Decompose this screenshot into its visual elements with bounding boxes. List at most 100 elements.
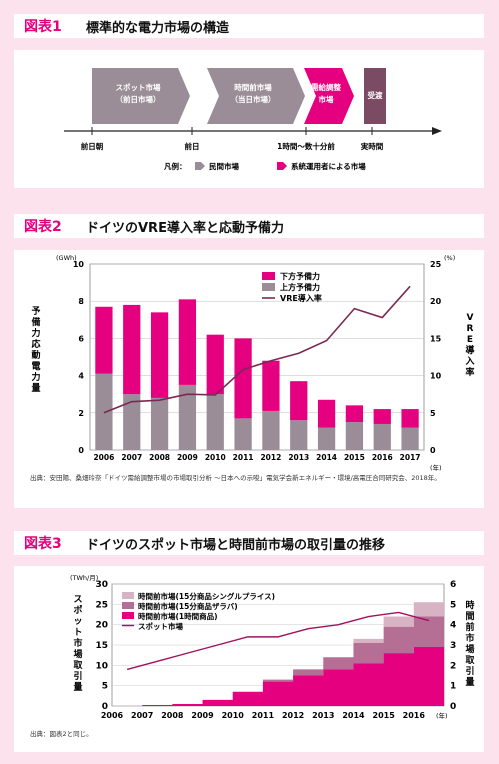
x-tick-label: 2013 [312,711,334,720]
bar-up-reserve [206,394,224,450]
y2-tick-label: 15 [430,334,442,343]
area-15min-zaraba [112,616,444,706]
y-axis-title-char: ト [73,627,82,638]
fig2-title: ドイツのVRE導入率と応動予備力 [86,220,284,236]
x-tick-label: 2011 [252,711,275,720]
bar-down-reserve [178,299,197,385]
x-tick-label: 2014 [316,453,337,462]
fig3-number: 図表3 [24,536,62,552]
y-axis-title-char: 電 [31,361,40,372]
x-tick-label: 2007 [131,711,153,720]
x-tick-label: 2006 [101,711,124,720]
y-axis-title-char: 引 [73,670,82,682]
y2-axis-title-char: 量 [465,676,474,688]
fig1-title: 標準的な電力市場の構造 [86,20,230,36]
legend-label: 上方予備力 [280,282,320,292]
y-axis-title-char: 応 [31,338,40,350]
x-unit: (年) [436,711,448,720]
y2-axis-title-char: R [467,324,474,334]
y-axis-title-char: ポ [73,604,82,616]
plot-area [89,263,425,451]
y2-tick-label: 2 [450,661,456,671]
x-tick-label: 2012 [282,711,304,720]
y-axis-title-char: ス [73,594,82,605]
y-tick-label: 15 [95,641,108,651]
market-block [207,68,305,124]
y2-tick-label: 0 [430,446,436,455]
fig2-panel: 0 2 4 6 8 10 0 5 10 15 20 25 (GWh) (%) 予備力応動電力量 V R E 導入率 2… [14,250,484,508]
fig3-header: 図表3 ドイツのスポット市場と時間前市場の取引量の推移 [14,531,484,555]
x-tick-label: 2013 [288,453,309,462]
market-block [364,68,386,124]
x-tick-label: 2010 [222,711,245,720]
legend-swatch [262,272,275,280]
bar-up-reserve [317,427,336,450]
x-unit: (年) [430,463,442,472]
legend-swatch [122,612,134,619]
y-tick-label: 25 [95,600,108,610]
bar-down-reserve [150,312,169,398]
legend-label: 下方予備力 [280,271,320,281]
timeline-label: 1時間～数十分前 [277,141,335,151]
market-block-sublabel: （前日市場） [116,94,161,104]
y-tick-label: 0 [78,446,84,455]
y2-tick-label: 25 [430,260,442,269]
fig1-number: 図表1 [24,19,62,35]
legend-label: 系統運用者による市場 [291,161,366,171]
y2-axis-title-char: 導 [465,344,474,356]
legend-label: VRE導入率 [280,293,322,303]
bar-down-reserve [401,409,419,428]
x-tick-label: 2010 [205,453,226,462]
fig2-number: 図表2 [24,219,62,235]
legend-label: 民間市場 [209,161,239,171]
bar-up-reserve [95,373,113,450]
bar-down-reserve [95,306,113,374]
y2-tick-label: 6 [450,580,456,590]
y-axis-title-char: 市 [73,637,82,649]
y2-axis-title-char: 市 [465,632,474,644]
market-block-label: 受渡 [368,90,383,100]
y2-tick-label: 0 [450,702,456,712]
fig3-source: 出典：図表2と同じ。 [30,730,93,738]
bar-up-reserve [345,422,364,450]
bar-down-reserve [290,381,308,421]
y-axis-title-char: 備 [31,316,40,328]
y2-axis-title-char: E [467,335,473,345]
right-unit: (%) [444,254,455,262]
x-tick-label: 2012 [260,453,281,462]
y-axis-title-char: 動 [31,349,40,361]
x-tick-label: 2009 [191,711,214,720]
fig3-panel: 0 5 10 15 20 25 30 0 1 2 3 4 5 6 (TWh/月) スポット市場取引量時間前市場… [14,566,484,752]
bar-up-reserve [262,410,280,450]
x-tick-label: 2007 [121,453,142,462]
market-block-label: 需給調整 [311,82,341,92]
y-axis-title-char: 力 [31,371,40,383]
y2-axis-title-char: 間 [465,611,474,622]
bar-down-reserve [373,409,391,424]
fig1-header: 図表1 標準的な電力市場の構造 [14,14,484,38]
y-axis-title-char: 場 [73,648,82,660]
y2-axis-title-char: 場 [465,643,474,655]
legend-label: 時間前市場(15分商品ザラバ) [138,601,238,611]
x-tick-label: 2008 [149,453,170,462]
y2-tick-label: 5 [430,409,436,418]
bar-down-reserve [317,399,336,428]
legend-swatch [122,602,134,609]
timeline-arrowhead [432,127,442,135]
legend-label: 時間前市場(1時間商品) [138,611,218,621]
bar-down-reserve [234,338,252,419]
fig3-title: ドイツのスポット市場と時間前市場の取引量の推移 [86,537,386,553]
timeline-label: 前日 [185,141,200,151]
y-tick-label: 8 [78,297,84,306]
y2-axis-title-char: 取 [465,655,475,666]
market-block-label: スポット市場 [116,82,161,92]
market-block-label: 時間前市場 [234,82,272,92]
bar-up-reserve [150,397,169,450]
x-tick-label: 2006 [93,453,114,462]
y2-axis-title-char: V [467,313,474,323]
y-axis-title-char: 予 [31,306,40,317]
trading-volume-chart: 0510152025300123456(TWh/月)スポット市場取引量時間前市場… [70,574,475,720]
legend-label: 時間前市場(15分商品シングルプライス) [138,591,275,601]
